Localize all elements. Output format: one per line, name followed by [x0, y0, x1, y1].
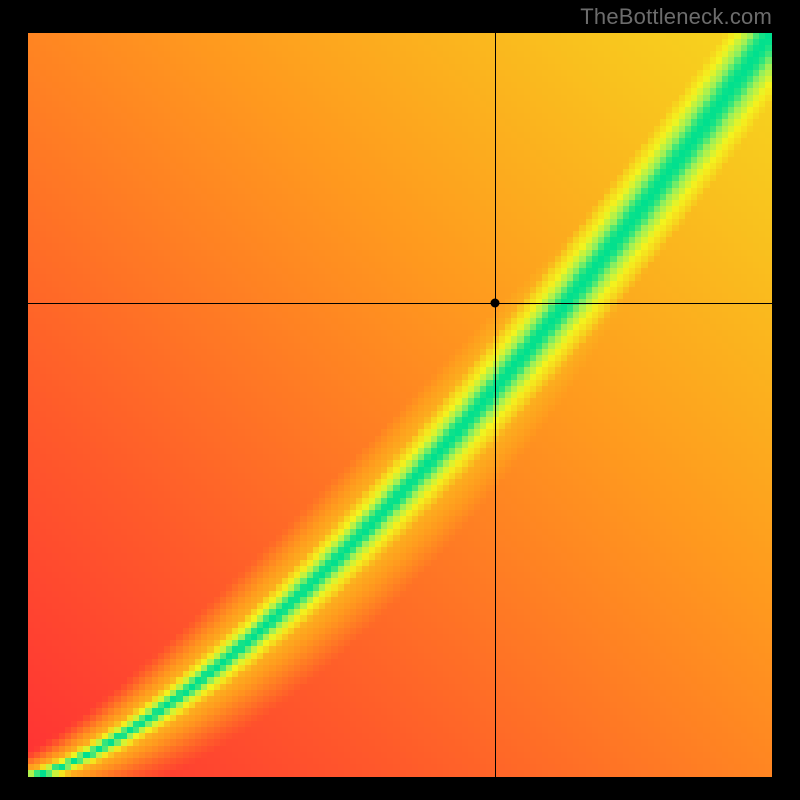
attribution-label: TheBottleneck.com — [580, 4, 772, 30]
heatmap-canvas — [28, 33, 772, 777]
crosshair-marker-dot — [491, 299, 500, 308]
crosshair-horizontal-line — [28, 303, 772, 304]
crosshair-vertical-line — [495, 33, 496, 777]
chart-container: TheBottleneck.com — [0, 0, 800, 800]
heatmap-plot-area — [28, 33, 772, 777]
